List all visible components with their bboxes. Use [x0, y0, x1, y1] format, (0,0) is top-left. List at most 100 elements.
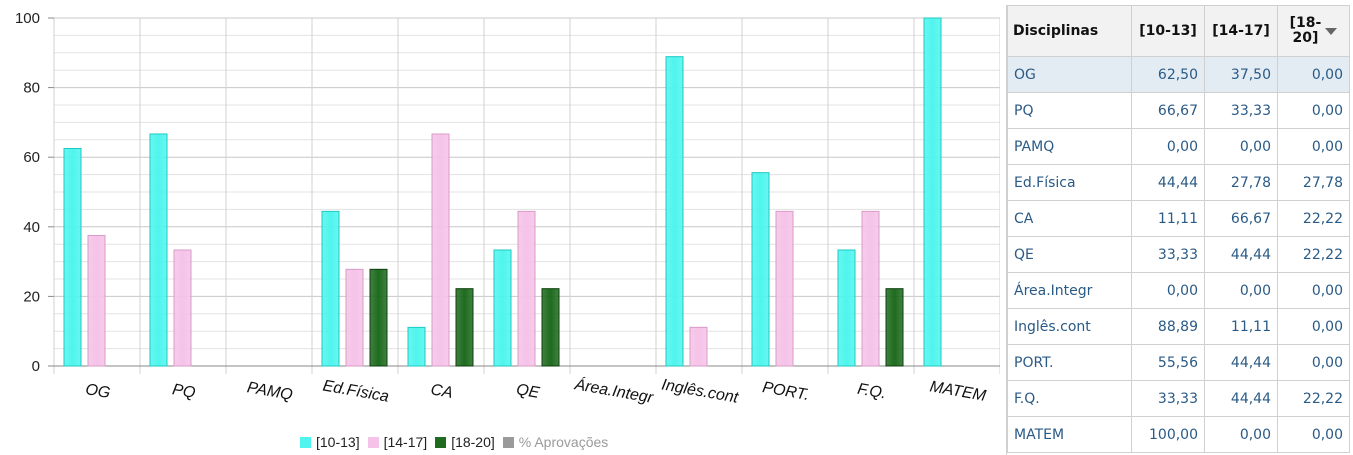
cell-10-13: 11,11	[1131, 200, 1205, 237]
cell-discipline: PQ	[1007, 92, 1132, 129]
column-header-disciplinas[interactable]: Disciplinas	[1007, 5, 1132, 57]
bar-Inglês.cont-[10-13][interactable]	[665, 56, 684, 367]
cell-discipline: MATEM	[1007, 416, 1132, 453]
y-tick-label: 0	[32, 358, 40, 375]
bar-CA-[14-17][interactable]	[431, 133, 450, 367]
bar-PORT.-[10-13][interactable]	[751, 172, 770, 367]
cell-14-17: 37,50	[1204, 56, 1278, 93]
cell-10-13: 44,44	[1131, 164, 1205, 201]
cell-18-20: 0,00	[1277, 308, 1350, 345]
y-tick-label: 60	[23, 149, 40, 166]
x-tick-label: MATEM	[928, 378, 987, 405]
dropdown-arrow-icon[interactable]	[1325, 27, 1338, 35]
cell-14-17: 44,44	[1204, 344, 1278, 381]
bar-CA-[10-13][interactable]	[407, 326, 426, 367]
bar-F.Q.-[18-20][interactable]	[885, 288, 904, 367]
table-row[interactable]: Ed.Física 44,44 27,78 27,78	[1007, 164, 1350, 201]
table-row[interactable]: PORT. 55,56 44,44 0,00	[1007, 344, 1350, 381]
legend-swatch-18-20	[435, 436, 447, 448]
x-tick-label: Área.Integr	[572, 374, 655, 407]
y-tick-label: 80	[23, 80, 40, 97]
cell-14-17: 0,00	[1204, 128, 1278, 165]
cell-10-13: 88,89	[1131, 308, 1205, 345]
y-tick-label: 40	[23, 219, 40, 236]
cell-18-20: 0,00	[1277, 344, 1350, 381]
x-tick-label: PQ	[171, 381, 197, 402]
bar-PORT.-[14-17][interactable]	[775, 210, 794, 367]
cell-18-20: 0,00	[1277, 92, 1350, 129]
cell-18-20: 22,22	[1277, 380, 1350, 417]
table-row[interactable]: QE 33,33 44,44 22,22	[1007, 236, 1350, 273]
legend-item[interactable]: [14-17]	[367, 434, 427, 450]
legend-item[interactable]: % Aprovações	[502, 434, 609, 450]
cell-discipline: Inglês.cont	[1007, 308, 1132, 345]
cell-discipline: F.Q.	[1007, 380, 1132, 417]
cell-10-13: 0,00	[1131, 272, 1205, 309]
legend-item[interactable]: [10-13]	[300, 434, 360, 450]
cell-10-13: 62,50	[1131, 56, 1205, 93]
table-header-row: Disciplinas [10-13] [14-17] [18- 20]	[1007, 5, 1350, 57]
cell-10-13: 66,67	[1131, 92, 1205, 129]
x-tick-label: Ed.Física	[321, 377, 390, 405]
cell-discipline: Área.Integr	[1007, 272, 1132, 309]
cell-14-17: 33,33	[1204, 92, 1278, 129]
bar-QE-[10-13][interactable]	[493, 249, 512, 367]
cell-14-17: 66,67	[1204, 200, 1278, 237]
header-label: [18- 20]	[1290, 16, 1322, 46]
cell-discipline: QE	[1007, 236, 1132, 273]
column-header-10-13[interactable]: [10-13]	[1131, 5, 1205, 57]
bar-PQ-[10-13][interactable]	[149, 133, 168, 367]
table-row[interactable]: PQ 66,67 33,33 0,00	[1007, 92, 1350, 129]
cell-10-13: 100,00	[1131, 416, 1205, 453]
bar-OG-[10-13][interactable]	[63, 148, 82, 367]
header-line-1: [18-	[1289, 15, 1322, 31]
bar-F.Q.-[14-17][interactable]	[861, 210, 880, 367]
legend-item[interactable]: [18-20]	[435, 434, 495, 450]
cell-14-17: 44,44	[1204, 380, 1278, 417]
data-table: Disciplinas [10-13] [14-17] [18- 20] OG 62…	[1006, 5, 1353, 455]
table-row[interactable]: MATEM 100,00 0,00 0,00	[1007, 416, 1350, 453]
x-tick-label: QE	[515, 381, 541, 402]
bar-Ed.Física-[18-20][interactable]	[369, 268, 388, 367]
column-header-18-20[interactable]: [18- 20]	[1277, 5, 1350, 57]
legend-label: [10-13]	[316, 434, 360, 450]
cell-18-20: 0,00	[1277, 56, 1350, 93]
legend-swatch-14-17	[367, 436, 379, 448]
cell-discipline: CA	[1007, 200, 1132, 237]
table-row[interactable]: CA 11,11 66,67 22,22	[1007, 200, 1350, 237]
table-row[interactable]: PAMQ 0,00 0,00 0,00	[1007, 128, 1350, 165]
bar-PQ-[14-17][interactable]	[173, 249, 192, 367]
table-row[interactable]: Inglês.cont 88,89 11,11 0,00	[1007, 308, 1350, 345]
cell-14-17: 11,11	[1204, 308, 1278, 345]
cell-18-20: 0,00	[1277, 416, 1350, 453]
bar-OG-[14-17][interactable]	[87, 235, 106, 367]
cell-18-20: 27,78	[1277, 164, 1350, 201]
bar-F.Q.-[10-13][interactable]	[837, 249, 856, 367]
table-row[interactable]: F.Q. 33,33 44,44 22,22	[1007, 380, 1350, 417]
header-line-2: 20]	[1292, 30, 1319, 46]
cell-14-17: 0,00	[1204, 416, 1278, 453]
cell-18-20: 22,22	[1277, 200, 1350, 237]
cell-14-17: 44,44	[1204, 236, 1278, 273]
bar-Inglês.cont-[14-17][interactable]	[689, 326, 708, 367]
cell-10-13: 33,33	[1131, 236, 1205, 273]
table-row[interactable]: OG 62,50 37,50 0,00	[1007, 56, 1350, 93]
table-row[interactable]: Área.Integr 0,00 0,00 0,00	[1007, 272, 1350, 309]
bar-QE-[18-20][interactable]	[541, 288, 560, 367]
column-header-14-17[interactable]: [14-17]	[1204, 5, 1278, 57]
bar-Ed.Física-[14-17][interactable]	[345, 268, 364, 367]
cell-10-13: 55,56	[1131, 344, 1205, 381]
bar-Ed.Física-[10-13][interactable]	[321, 210, 340, 367]
bar-chart: 0 20 40 60 80 100 OG PQ PAMQ Ed.Física CA QE Área.In…	[15, 10, 1000, 450]
cell-10-13: 0,00	[1131, 128, 1205, 165]
legend-label: % Aprovações	[518, 434, 609, 450]
x-tick-label: PORT.	[761, 379, 810, 404]
cell-discipline: PORT.	[1007, 344, 1132, 381]
bar-MATEM-[10-13][interactable]	[923, 17, 942, 367]
bar-QE-[14-17][interactable]	[517, 210, 536, 367]
cell-14-17: 0,00	[1204, 272, 1278, 309]
chart-legend: [10-13] [14-17] [18-20] % Aprovações	[300, 434, 616, 450]
legend-swatch-10-13	[300, 436, 311, 448]
cell-18-20: 0,00	[1277, 272, 1350, 309]
bar-CA-[18-20][interactable]	[455, 288, 474, 367]
